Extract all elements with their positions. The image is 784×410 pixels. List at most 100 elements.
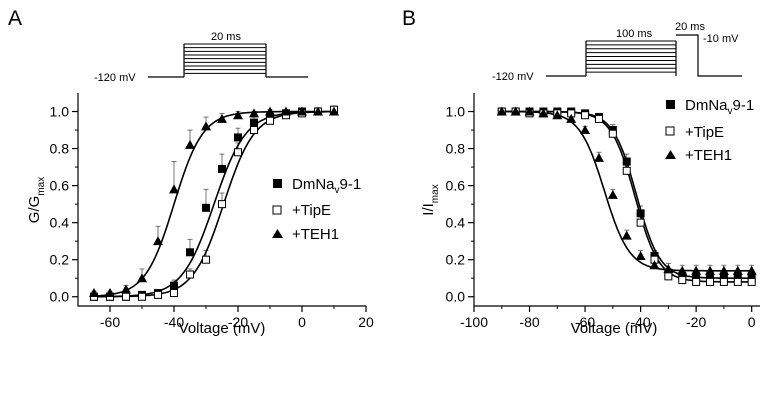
chart-a-point-teh1 (185, 139, 195, 149)
protocol-b-hold-label: -120 mV (492, 71, 534, 83)
legend-b-dmnav-label: DmNav9-1 (685, 97, 754, 117)
protocol-b: -120 mV 100 ms 20 ms -10 mV (492, 21, 742, 83)
chart-b-x-tick-label: -80 (519, 314, 539, 330)
legend-a-teh1-label: +TEH1 (292, 226, 339, 243)
chart-a-point-tipe (266, 116, 274, 125)
chart-a-legend: DmNav9-1 +TipE +TEH1 (272, 176, 361, 243)
chart-a-point-tipe (138, 292, 146, 301)
chart-b-point-teh1 (705, 265, 716, 275)
chart-b-point-tipe (608, 129, 617, 138)
chart-a-markers (89, 105, 339, 301)
chart-a-point-teh1 (201, 121, 211, 131)
chart-a-point-dmnav9-1 (186, 248, 194, 257)
chart-b-y-tick-label: 0.6 (446, 178, 466, 194)
protocol-a-hold-label: -120 mV (94, 72, 136, 84)
chart-b-legend: DmNav9-1 +TipE +TEH1 (665, 97, 754, 164)
chart-a-point-teh1 (297, 106, 307, 116)
chart-b-point-teh1 (691, 265, 702, 275)
chart-a-point-teh1 (281, 106, 291, 116)
chart-a-error-bars (91, 105, 337, 295)
chart-a-point-tipe (218, 200, 226, 209)
panel-a-letter: A (8, 7, 22, 30)
chart-a-x-tick-label: 20 (358, 314, 374, 330)
chart-b-point-tipe (664, 272, 673, 281)
chart-a-point-tipe (202, 255, 210, 264)
chart-b-point-teh1 (732, 265, 743, 275)
chart-b-point-teh1 (496, 106, 507, 116)
protocol-b-test-label: 20 ms (675, 21, 705, 33)
chart-b-point-tipe (706, 277, 715, 286)
chart-b-y-tick-label: 0.4 (446, 215, 466, 231)
chart-a-x-tick-label: -20 (228, 314, 248, 330)
chart-a: -60 -40 -20 0 20 0.0 0.2 0.4 0.6 0.8 1.0 Voltage (… (26, 93, 374, 337)
chart-b: -100 -80 -60 -40 -20 0 0.0 0.2 0.4 0.6 0.8 1.0 Volt… (420, 93, 760, 337)
legend-b-teh1-label: +TEH1 (685, 147, 732, 164)
chart-a-ticks: -60 -40 -20 0 20 0.0 0.2 0.4 0.6 0.8 1.0 (50, 104, 374, 330)
chart-b-ticks: -100 -80 -60 -40 -20 0 0.0 0.2 0.4 0.6 0.8 1.0 (446, 104, 756, 330)
chart-b-x-tick-label: -40 (630, 314, 650, 330)
chart-b-point-tipe (692, 277, 701, 286)
chart-a-x-tick-label: -60 (100, 314, 120, 330)
chart-b-point-teh1 (635, 250, 646, 260)
chart-a-point-tipe (170, 289, 178, 298)
chart-a-y-tick-label: 0.2 (50, 252, 70, 268)
legend-a-dmnav-name: DmNa (292, 176, 335, 193)
chart-b-x-tick-label: -100 (460, 314, 488, 330)
legend-b-dmnav-sub: v (728, 106, 733, 117)
chart-a-y-tick-label: 0.6 (50, 178, 70, 194)
chart-a-point-teh1 (329, 106, 339, 116)
protocol-b-test-pulse (676, 34, 742, 77)
legend-a-dmnav-marker (273, 179, 282, 188)
legend-a-tipe-marker (272, 205, 282, 215)
chart-b-point-tipe (581, 111, 590, 120)
chart-a-point-teh1 (233, 110, 243, 120)
chart-b-point-tipe (594, 114, 603, 123)
legend-b-tipe-marker (665, 126, 675, 136)
chart-a-y-axis-label: G/Gmax (26, 177, 47, 223)
chart-b-point-tipe (678, 276, 687, 285)
chart-b-y-label-sub: max (430, 184, 441, 203)
legend-a-dmnav-suffix: 9-1 (340, 176, 362, 193)
protocol-a-pulse-edges (183, 44, 267, 77)
chart-b-markers (496, 106, 757, 286)
chart-b-point-teh1 (663, 263, 674, 273)
chart-b-point-teh1 (677, 265, 688, 275)
chart-b-y-axis-label: I/Imax (420, 184, 441, 215)
chart-a-point-tipe (154, 290, 162, 299)
chart-a-point-tipe (250, 126, 258, 135)
chart-a-point-tipe (234, 148, 242, 157)
chart-b-point-tipe (747, 277, 756, 286)
chart-a-point-teh1 (105, 288, 115, 298)
panel-b-letter: B (402, 7, 416, 30)
protocol-b-traces (546, 34, 742, 77)
chart-a-point-dmnav9-1 (218, 164, 226, 173)
chart-b-point-teh1 (538, 108, 549, 118)
chart-b-x-tick-label: -60 (575, 314, 595, 330)
legend-a-dmnav-label: DmNav9-1 (292, 176, 361, 196)
chart-b-y-tick-label: 0.8 (446, 141, 466, 157)
legend-b-teh1-marker (665, 150, 676, 159)
chart-b-x-tick-label: -20 (686, 314, 706, 330)
chart-b-x-axis-label: Voltage (mV) (571, 320, 658, 337)
chart-b-x-tick-label: 0 (748, 314, 756, 330)
chart-b-point-tipe (636, 218, 645, 227)
legend-b-tipe-label: +TipE (685, 124, 724, 141)
chart-b-point-teh1 (607, 189, 618, 199)
protocol-b-pre-label: 100 ms (616, 28, 653, 40)
chart-a-point-dmnav9-1 (202, 203, 210, 212)
chart-b-point-tipe (719, 277, 728, 286)
chart-a-fit-curves (93, 110, 334, 298)
chart-a-y-tick-label: 0.0 (50, 289, 70, 305)
chart-a-point-teh1 (249, 108, 259, 118)
chart-b-point-teh1 (552, 110, 563, 120)
chart-a-point-teh1 (153, 236, 163, 246)
chart-a-point-teh1 (89, 288, 99, 298)
chart-a-y-label-main: G/G (26, 196, 43, 224)
chart-a-point-teh1 (169, 184, 179, 194)
legend-b-dmnav-name: DmNa (685, 97, 728, 114)
chart-a-point-tipe (122, 292, 130, 301)
chart-a-point-teh1 (137, 273, 147, 283)
chart-b-point-tipe (733, 277, 742, 286)
chart-a-fit-teh1 (93, 110, 334, 297)
